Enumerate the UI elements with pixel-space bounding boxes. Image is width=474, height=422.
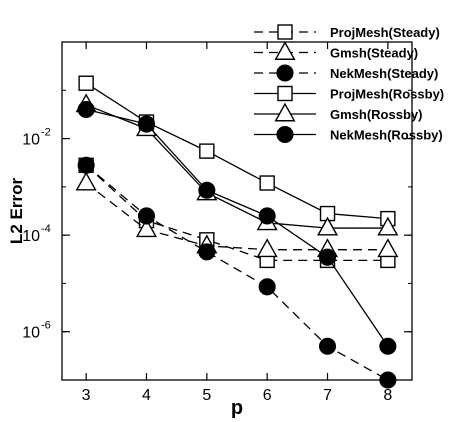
legend-marker	[276, 125, 294, 144]
data-point	[259, 175, 275, 191]
x-axis-label: p	[231, 397, 243, 419]
ticks-layer: 3 4 5 6 7 810-610-410-2	[22, 42, 412, 404]
x-tick-label: 4	[142, 387, 151, 404]
legend-label: Gmsh(Rossby)	[330, 107, 422, 122]
data-point	[75, 171, 97, 191]
legend-entry: Gmsh(Steady)	[254, 41, 418, 61]
legend-entry: NekMesh(Rossby)	[254, 125, 443, 144]
legend-entry: ProjMesh(Steady)	[254, 24, 440, 40]
legend-marker	[274, 41, 296, 60]
y-tick-label: 10	[22, 132, 40, 149]
data-point	[137, 115, 156, 133]
y-tick-label-exponent: -4	[41, 223, 51, 235]
legend-entry: NekMesh(Steady)	[254, 64, 438, 82]
data-point	[258, 207, 276, 225]
data-point	[77, 156, 95, 174]
data-point	[199, 143, 215, 159]
plot-frame	[61, 41, 413, 381]
series-line	[85, 182, 388, 251]
series-0	[78, 157, 396, 269]
legend-label: NekMesh(Rossby)	[330, 128, 443, 143]
data-point	[77, 100, 95, 119]
series-2	[77, 156, 397, 389]
series-line	[85, 164, 388, 262]
legend-entry: ProjMesh(Rossby)	[254, 85, 444, 102]
x-tick-label: 7	[323, 387, 332, 404]
y-tick-label: 10	[22, 325, 40, 342]
legend-label: ProjMesh(Steady)	[330, 25, 440, 40]
data-point	[377, 216, 399, 236]
data-point	[318, 248, 337, 266]
legend-entry: Gmsh(Rossby)	[254, 102, 422, 122]
legend-label: Gmsh(Steady)	[330, 46, 418, 61]
y-tick-label: 10	[22, 228, 40, 245]
x-tick-label: 6	[263, 387, 272, 404]
legend-label: ProjMesh(Rossby)	[330, 87, 444, 102]
x-tick-label: 5	[202, 387, 211, 404]
y-tick-label-exponent: -2	[41, 127, 51, 139]
legend-marker	[277, 85, 293, 102]
series-line	[85, 104, 388, 229]
legend-marker	[277, 24, 293, 40]
x-tick-label: 8	[383, 387, 392, 404]
legend-marker	[276, 64, 294, 82]
data-point	[379, 337, 397, 355]
data-point	[318, 337, 337, 355]
series-5	[77, 100, 397, 355]
y-tick-label-exponent: -6	[41, 320, 51, 332]
legend-marker	[274, 102, 296, 122]
series-layer	[75, 75, 399, 389]
data-point	[78, 75, 94, 91]
data-point	[258, 278, 276, 296]
data-point	[137, 207, 156, 225]
x-tick-label: 3	[82, 387, 91, 404]
data-point	[135, 218, 158, 238]
legend: ProjMesh(Steady) Gmsh(Steady) NekMesh(Stea…	[254, 24, 444, 144]
y-axis-label: L2 Error	[7, 178, 26, 245]
legend-label: NekMesh(Steady)	[330, 66, 438, 81]
data-point	[377, 238, 399, 258]
series-line	[85, 108, 389, 347]
series-line	[85, 82, 388, 220]
data-point	[198, 181, 216, 199]
data-point	[316, 216, 339, 236]
series-line	[85, 164, 389, 381]
data-point	[198, 243, 216, 261]
data-point	[256, 238, 278, 258]
